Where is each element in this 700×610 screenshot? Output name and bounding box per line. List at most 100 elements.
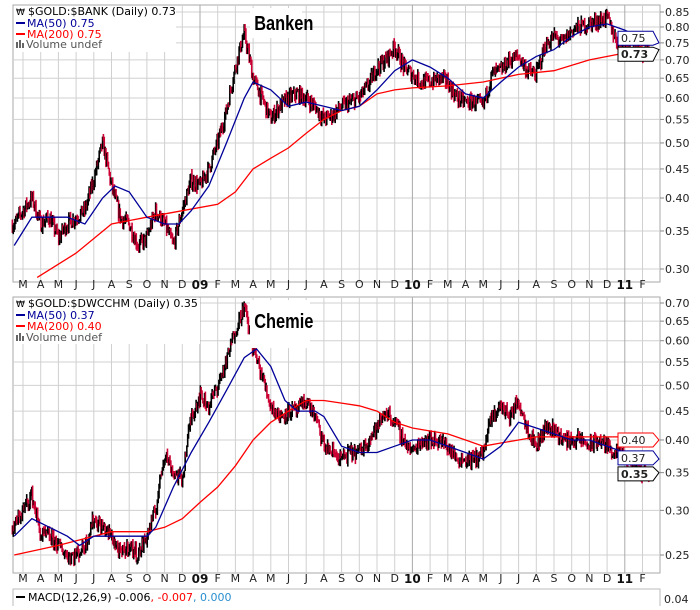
legend-banken: ₩ $GOLD:$BANK (Daily) 0.73 MA(50) 0.75 M… [14,5,176,52]
x-tick-label: M [18,572,28,585]
x-tick-label: 09 [192,278,209,292]
x-tick-label: A [37,572,45,585]
x-tick-label: M [266,278,276,291]
x-tick-label: M [54,572,64,585]
ma200-callout: 0.40 [621,434,646,447]
y-tick-label: 0.65 [665,315,690,328]
y-tick-label: 0.45 [665,405,690,418]
x-tick-label: O [143,572,152,585]
x-tick-label: J [498,572,502,585]
x-tick-label: A [462,278,470,291]
x-tick-label: A [320,278,328,291]
x-tick-label: 10 [404,278,421,292]
x-tick-label: F [215,278,221,291]
x-tick-label: J [91,572,95,585]
y-tick-label: 0.65 [665,72,690,85]
x-tick-label: A [462,572,470,585]
x-tick-label: D [603,572,611,585]
x-tick-label: N [373,572,381,585]
y-tick-label: 0.80 [665,21,690,34]
legend-symbol-icon: ₩ [16,300,25,310]
ma200-line [14,399,650,556]
x-tick-label: F [427,278,433,291]
y-tick-label: 0.50 [665,379,690,392]
y-tick-label: 0.70 [665,54,690,67]
x-tick-label: A [249,572,257,585]
legend-symbol: $GOLD:$DWCCHM (Daily) 0.35 [28,297,198,310]
x-tick-label: J [286,278,290,291]
y-tick-label: 0.70 [665,297,690,310]
x-tick-label: 10 [404,572,421,586]
x-tick-label: F [639,278,645,291]
y-tick-label: 0.25 [665,549,690,562]
y-tick-label: 0.60 [665,335,690,348]
y-tick-label: 0.75 [665,37,690,50]
y-tick-label: 0.35 [665,467,690,480]
macd-tick-label: 0.04 [664,593,689,606]
x-tick-label: N [585,278,593,291]
x-tick-label: A [108,572,116,585]
y-tick-label: 0.60 [665,92,690,105]
volume-icon [16,333,24,341]
legend-volume: Volume undef [26,38,103,51]
x-tick-label: D [390,572,398,585]
x-tick-label: A [533,278,541,291]
x-tick-label: S [551,278,558,291]
legend-ma200: MA(200) 0.75 [27,28,102,41]
y-tick-label: 0.40 [665,434,690,447]
x-tick-label: M [443,278,453,291]
legend-ma200: MA(200) 0.40 [27,320,102,333]
x-tick-label: J [304,572,308,585]
x-tick-label: O [355,278,364,291]
x-tick-label: 09 [192,572,209,586]
ma50-callout-box [617,30,660,46]
macd-signal: , -0.007 [151,591,193,604]
ma50-line [13,23,650,246]
x-tick-label: O [567,572,576,585]
x-tick-label: O [143,278,152,291]
y-tick-label: 0.45 [665,163,690,176]
x-tick-label: D [603,278,611,291]
ma200-callout-box [617,432,660,448]
x-tick-label: J [91,278,95,291]
x-tick-label: S [338,278,345,291]
y-tick-label: 0.50 [665,137,690,150]
x-tick-label: M [231,572,241,585]
chart-title-banken: Banken [254,11,313,34]
ma50-callout: 0.37 [621,452,646,465]
x-tick-label: F [427,572,433,585]
x-tick-label: S [126,278,133,291]
x-tick-label: M [478,572,488,585]
x-tick-label: O [567,278,576,291]
x-tick-label: A [249,278,257,291]
y-tick-label: 0.40 [665,192,690,205]
volume-icon [16,40,24,48]
y-tick-label: 0.35 [665,225,690,238]
legend-volume: Volume undef [26,331,103,344]
macd-value: MACD(12,26,9) -0.006 [28,591,151,604]
x-tick-label: N [585,572,593,585]
y-tick-label: 0.85 [665,6,690,19]
x-tick-label: M [18,278,28,291]
x-tick-label: M [231,278,241,291]
chart-title-chemie: Chemie [254,309,313,332]
last-price-callout: 0.73 [621,48,648,61]
legend-symbol: $GOLD:$BANK (Daily) 0.73 [28,5,176,18]
last-price-callout: 0.35 [621,468,648,481]
ma50-callout-box [617,450,660,466]
x-tick-label: J [516,278,520,291]
x-tick-label: A [533,572,541,585]
x-tick-label: S [338,572,345,585]
x-tick-label: F [215,572,221,585]
x-tick-label: S [126,572,133,585]
x-tick-label: 11 [616,278,633,292]
legend-ma50: MA(50) 0.37 [27,309,95,322]
x-tick-label: J [73,278,77,291]
x-tick-label: J [516,572,520,585]
panel-banken: 0.85 0.80 0.75 0.70 0.65 0.60 0.55 0.50 0.45 0.40… [11,4,690,292]
x-tick-label: D [178,278,186,291]
legend-chemie: ₩ $GOLD:$DWCCHM (Daily) 0.35 MA(50) 0.37… [14,297,200,344]
macd-panel: MACD(12,26,9) -0.006, -0.007, 0.000 0.04 [12,588,689,610]
x-tick-label: D [178,572,186,585]
